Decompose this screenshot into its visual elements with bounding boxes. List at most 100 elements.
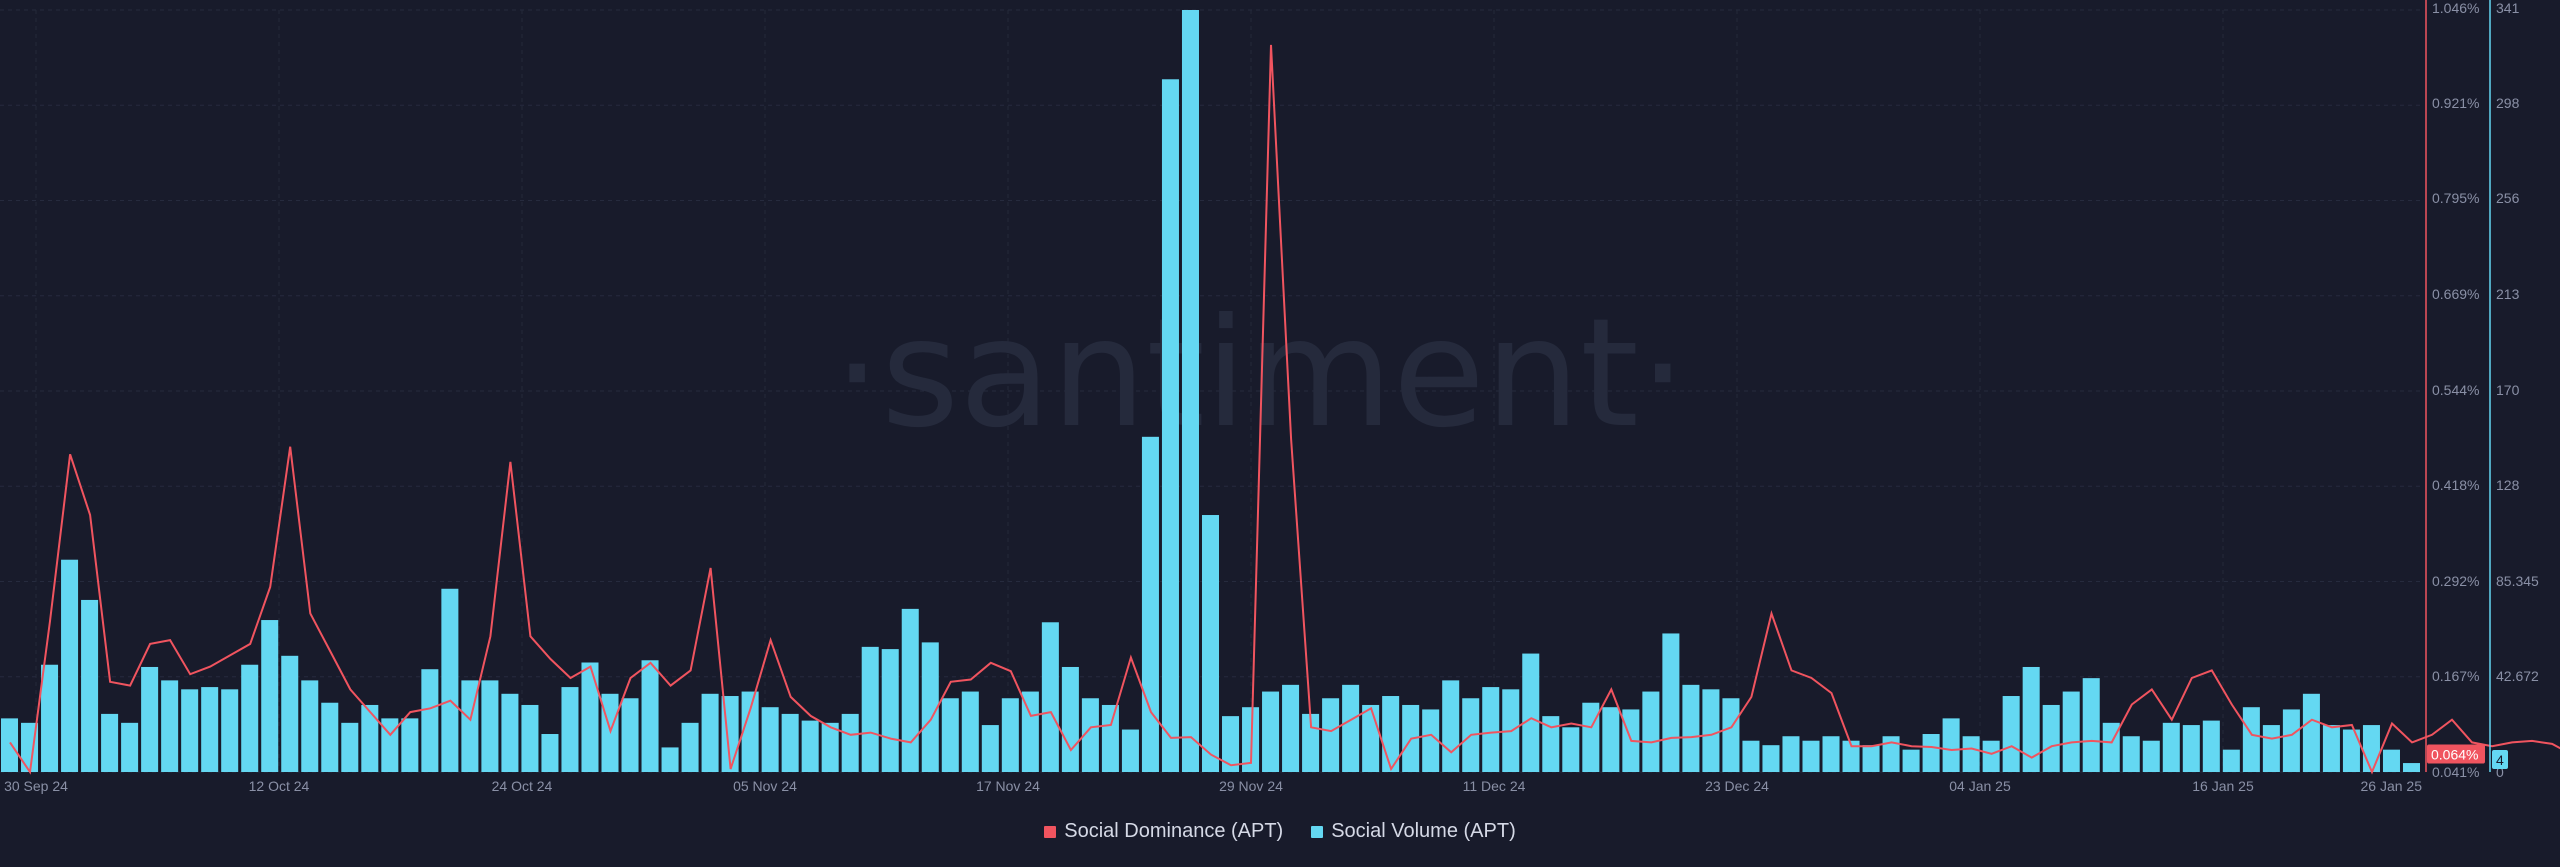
volume-bar	[441, 588, 459, 772]
x-axis: 30 Sep 24 12 Oct 24 24 Oct 24 05 Nov 24 17 N…	[4, 778, 2422, 794]
volume-bar	[701, 693, 719, 772]
x-tick-label: 23 Dec 24	[1705, 778, 1769, 794]
legend-item-volume[interactable]: Social Volume (APT)	[1311, 820, 1516, 843]
volume-bar	[561, 687, 579, 772]
volume-bar	[881, 649, 899, 772]
volume-bars	[1, 10, 2420, 773]
volume-bar	[341, 722, 359, 772]
dominance-tick-label: 0.795%	[2432, 190, 2479, 206]
volume-bar	[1141, 436, 1159, 772]
volume-bar	[2022, 666, 2040, 772]
legend-label-volume: Social Volume (APT)	[1331, 820, 1516, 842]
volume-bar	[1802, 740, 1820, 772]
volume-bar	[2082, 678, 2100, 772]
volume-bar	[1482, 687, 1500, 772]
volume-bar	[1101, 704, 1119, 772]
volume-bar	[2042, 704, 2060, 772]
volume-axis-ticks: 341 298 256 213 170 128 85.345 42.672 0	[2496, 0, 2539, 780]
legend-item-dominance[interactable]: Social Dominance (APT)	[1044, 820, 1283, 843]
volume-bar	[2302, 693, 2320, 772]
volume-bar	[841, 713, 859, 772]
volume-bar	[1862, 745, 1880, 772]
volume-bar	[1982, 740, 2000, 772]
volume-bar	[401, 718, 419, 772]
volume-bar	[2142, 740, 2160, 772]
volume-bar	[1201, 515, 1220, 772]
volume-bar	[901, 608, 919, 772]
legend-swatch-volume	[1311, 825, 1324, 838]
volume-tick-label: 170	[2496, 382, 2520, 398]
volume-tick-label: 298	[2496, 95, 2520, 111]
volume-bar	[61, 559, 79, 772]
volume-bar	[421, 669, 439, 772]
volume-bar	[2002, 696, 2020, 772]
volume-bar	[21, 722, 39, 772]
volume-bar	[481, 680, 499, 772]
volume-bar	[121, 722, 139, 772]
x-tick-label: 26 Jan 25	[2361, 778, 2423, 794]
volume-bar	[921, 642, 939, 772]
volume-bar	[2362, 725, 2380, 772]
volume-bar	[1942, 718, 1960, 772]
dominance-current-badge: 0.064%	[2427, 744, 2485, 764]
volume-bar	[101, 713, 119, 772]
volume-bar	[801, 720, 819, 772]
volume-tick-label: 85.345	[2496, 573, 2539, 589]
volume-bar	[2382, 749, 2400, 772]
volume-bar	[1762, 745, 1780, 772]
volume-bar	[1562, 727, 1580, 772]
dominance-axis-ticks: 1.046% 0.921% 0.795% 0.669% 0.544% 0.418% 0.29…	[2432, 0, 2479, 780]
volume-bar	[1962, 736, 1980, 772]
volume-bar	[1121, 729, 1139, 772]
volume-bar	[181, 689, 199, 772]
volume-bar	[321, 702, 339, 772]
volume-bar	[861, 646, 879, 772]
volume-bar	[1602, 707, 1620, 772]
volume-bar	[301, 680, 319, 772]
volume-bar	[1081, 698, 1099, 772]
x-tick-label: 12 Oct 24	[249, 778, 310, 794]
x-tick-label: 16 Jan 25	[2192, 778, 2254, 794]
volume-bar	[261, 620, 279, 772]
volume-bar	[1722, 698, 1740, 772]
volume-bar	[1342, 684, 1360, 772]
volume-bar	[1021, 691, 1039, 772]
volume-bar	[361, 704, 379, 772]
dominance-tick-label: 0.041%	[2432, 764, 2479, 780]
volume-bar	[1422, 709, 1440, 772]
volume-bar	[2242, 707, 2260, 772]
volume-bar	[1642, 691, 1660, 772]
volume-bar	[581, 662, 599, 772]
volume-bar	[1061, 666, 1079, 772]
volume-bar	[781, 713, 799, 772]
volume-bar	[1222, 716, 1240, 772]
volume-bar	[1161, 79, 1179, 773]
volume-bar	[2062, 691, 2080, 772]
volume-bar	[221, 689, 239, 772]
volume-bar	[741, 691, 759, 772]
volume-bar	[821, 722, 839, 772]
x-tick-label: 30 Sep 24	[4, 778, 68, 794]
volume-bar	[2322, 725, 2340, 772]
x-tick-label: 29 Nov 24	[1219, 778, 1283, 794]
x-tick-label: 05 Nov 24	[733, 778, 797, 794]
volume-bar	[1242, 707, 1260, 772]
volume-bar	[1682, 684, 1700, 772]
volume-bar	[521, 704, 539, 772]
volume-bar	[1882, 736, 1900, 772]
x-tick-label: 24 Oct 24	[492, 778, 553, 794]
volume-bar	[641, 660, 659, 772]
legend-label-dominance: Social Dominance (APT)	[1064, 820, 1284, 842]
volume-bar	[1922, 734, 1940, 772]
volume-bar	[621, 698, 639, 772]
dominance-tick-label: 0.544%	[2432, 382, 2479, 398]
volume-tick-label: 341	[2496, 0, 2520, 16]
volume-bar	[501, 693, 519, 772]
dominance-tick-label: 1.046%	[2432, 0, 2479, 16]
dominance-tick-label: 0.669%	[2432, 286, 2479, 302]
volume-bar	[2282, 709, 2300, 772]
volume-bar	[1582, 702, 1600, 772]
volume-bar	[2182, 725, 2200, 772]
volume-bar	[2402, 763, 2420, 772]
volume-bar	[1282, 684, 1300, 772]
